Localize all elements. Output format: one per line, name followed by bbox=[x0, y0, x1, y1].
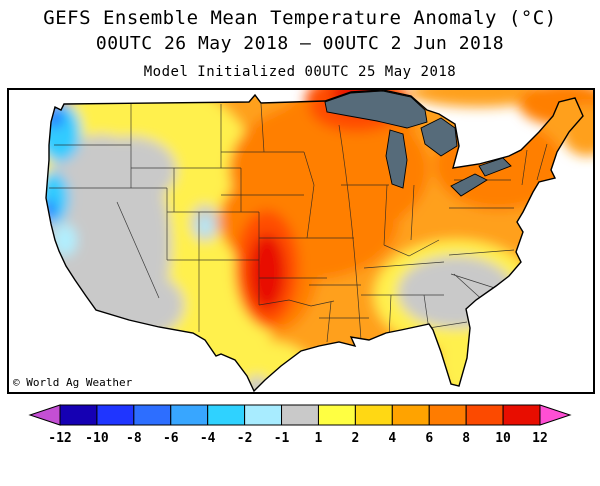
legend-color-segment bbox=[465, 404, 504, 426]
legend-color-segment bbox=[317, 404, 356, 426]
us-anomaly-map: © World Ag Weather bbox=[7, 88, 595, 394]
legend-tick-label: -10 bbox=[85, 431, 109, 446]
anomaly-blob bbox=[409, 90, 549, 107]
legend-arrow-right bbox=[539, 404, 572, 426]
color-scale-legend: -12 -10 -8 -6 -4 -2 -1 1 2 4 6 8 10 12 bbox=[28, 404, 572, 446]
legend-tick-label: 4 bbox=[388, 431, 396, 446]
legend-tick-label: -12 bbox=[48, 431, 71, 446]
legend-color-segment bbox=[391, 404, 430, 426]
lake-erie bbox=[450, 173, 488, 197]
legend-color-segment bbox=[170, 404, 209, 426]
lake-ontario bbox=[478, 157, 512, 177]
legend-tick-label: 1 bbox=[315, 431, 323, 446]
legend-color-segment bbox=[428, 404, 467, 426]
valid-period-label: 00UTC 26 May 2018 — 00UTC 2 Jun 2018 bbox=[95, 33, 505, 54]
legend-tick-label: 10 bbox=[495, 431, 511, 446]
state-borders bbox=[49, 103, 548, 343]
legend-color-segment bbox=[502, 404, 541, 426]
lake-michigan bbox=[385, 129, 408, 189]
legend-tick-label: 2 bbox=[351, 431, 359, 446]
legend-color-segment bbox=[96, 404, 135, 426]
anomaly-blob bbox=[198, 217, 212, 235]
legend-tick-label: -6 bbox=[163, 431, 179, 446]
legend-color-segment bbox=[133, 404, 172, 426]
legend-color-segment bbox=[207, 404, 246, 426]
legend-color-segment bbox=[244, 404, 283, 426]
legend-tick-label: -8 bbox=[126, 431, 142, 446]
legend-tick-label: 6 bbox=[425, 431, 433, 446]
legend-tick-label: -4 bbox=[200, 431, 216, 446]
great-lakes bbox=[324, 90, 512, 197]
page-title: GEFS Ensemble Mean Temperature Anomaly (… bbox=[43, 7, 557, 29]
watermark: © World Ag Weather bbox=[10, 375, 139, 391]
legend-color-segment bbox=[281, 404, 319, 426]
legend-color-segment bbox=[59, 404, 98, 426]
legend-tick-label: -2 bbox=[237, 431, 253, 446]
lake-huron bbox=[420, 117, 458, 157]
us-border-outline bbox=[45, 90, 584, 392]
anomaly-blob bbox=[249, 234, 285, 310]
legend-tick-label: -1 bbox=[274, 431, 290, 446]
map-canvas bbox=[9, 90, 593, 392]
legend-color-segment bbox=[354, 404, 393, 426]
anomaly-blob bbox=[46, 172, 69, 224]
model-init-label: Model Initialized 00UTC 25 May 2018 bbox=[143, 64, 457, 80]
anomaly-blob bbox=[53, 224, 77, 256]
legend-tick-label: 8 bbox=[462, 431, 470, 446]
legend-arrow-left bbox=[28, 404, 61, 426]
legend-tick-label: 12 bbox=[532, 431, 548, 446]
lake-superior bbox=[324, 90, 428, 129]
state-border-lines bbox=[49, 103, 548, 343]
